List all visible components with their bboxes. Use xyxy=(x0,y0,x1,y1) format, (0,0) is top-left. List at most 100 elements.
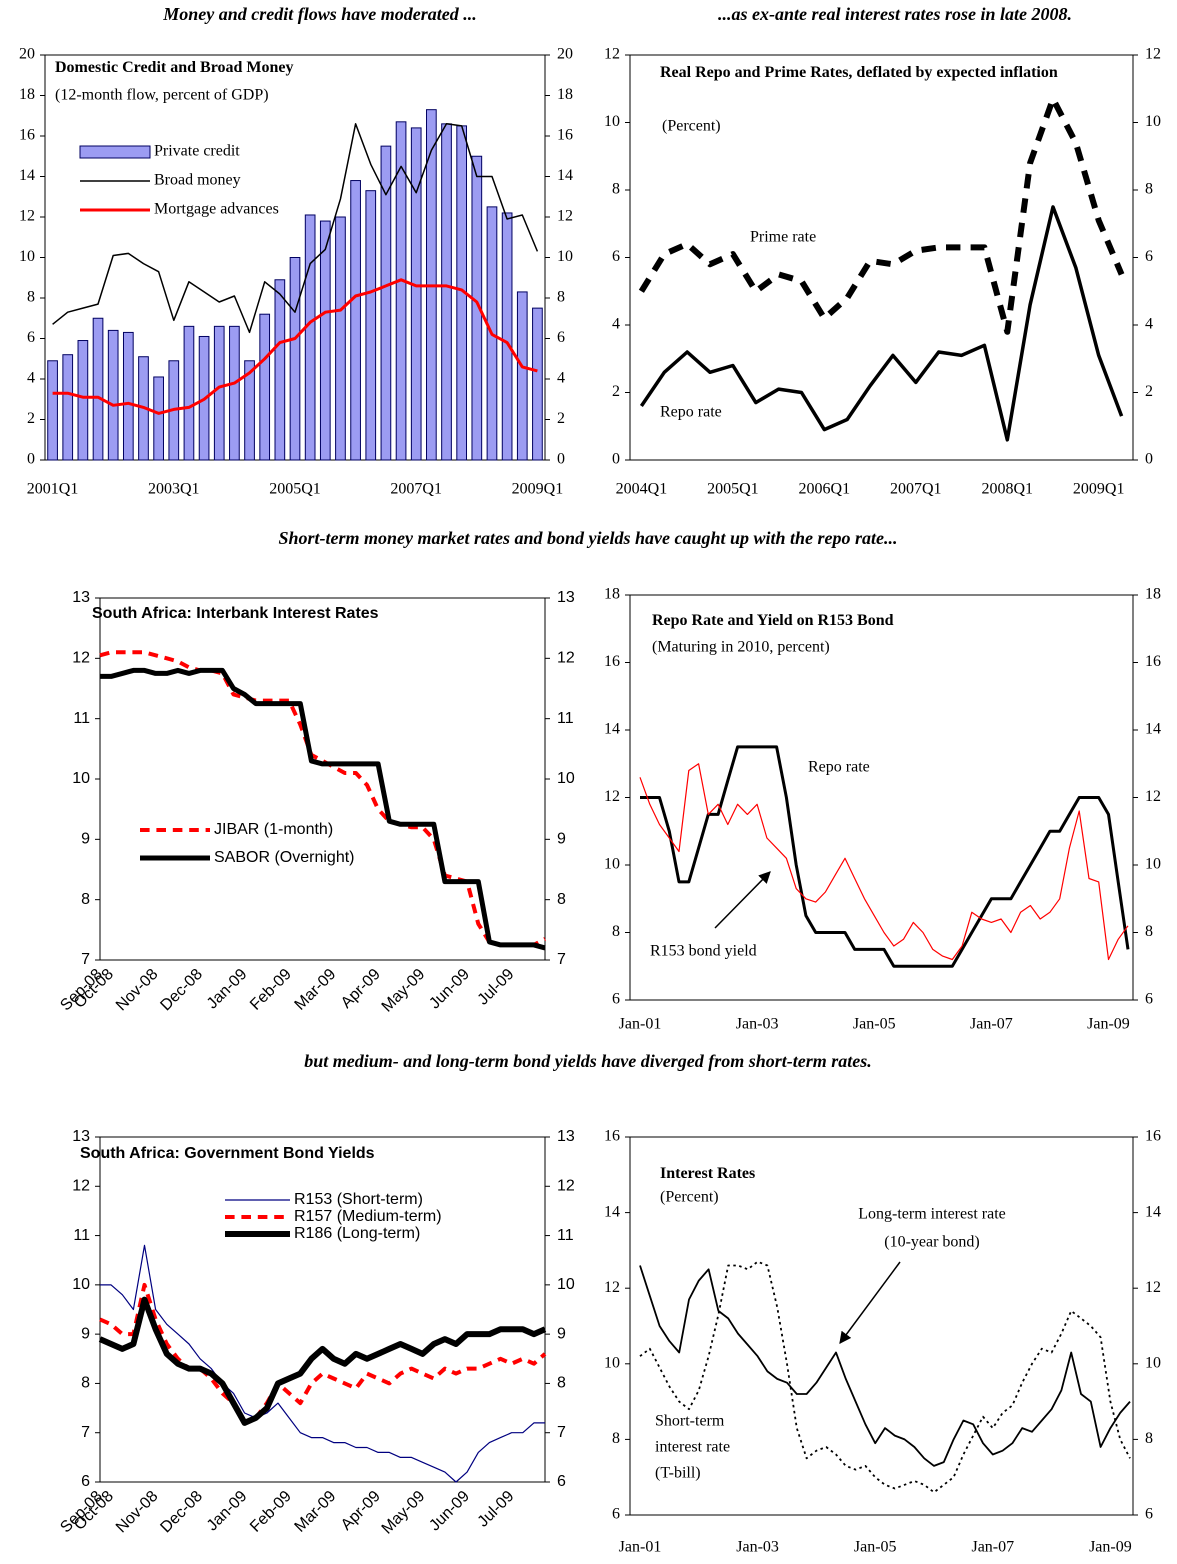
chart: 6 8 10 12 14 16 6 8 10 12 14 16 Jan-01 Jan-03 Jan-05 Ja… xyxy=(604,1128,1161,1556)
legend-label: Broad money xyxy=(154,172,241,189)
plot-frame xyxy=(629,54,1134,461)
y2-tick-label: 8 xyxy=(557,289,565,306)
y-tick-label: 8 xyxy=(612,923,620,940)
y-tick-label: 10 xyxy=(604,856,620,873)
y2-tick-label: 7 xyxy=(557,951,566,968)
y-tick-label: 10 xyxy=(19,248,35,265)
y2-tick-label: 16 xyxy=(1145,1128,1161,1145)
x-tick-label: May-09 xyxy=(379,1488,429,1538)
x-tick-label: Jan-09 xyxy=(204,966,251,1013)
x-tick-label: Jan-01 xyxy=(619,1539,662,1556)
x-tick-label: 2008Q1 xyxy=(981,481,1033,498)
y-tick-label: 12 xyxy=(604,1279,620,1296)
y-tick-label: 10 xyxy=(604,113,620,130)
y2-tick-label: 11 xyxy=(557,710,574,727)
y-tick-label: 8 xyxy=(81,891,90,908)
y-tick-label: 6 xyxy=(81,1473,90,1490)
y-tick-label: 4 xyxy=(612,316,620,333)
bar xyxy=(229,325,240,461)
legend-label: R157 (Medium-term) xyxy=(294,1208,442,1225)
x-tick-label: Dec-08 xyxy=(157,966,206,1015)
x-tick-label: Jan-09 xyxy=(1089,1539,1132,1556)
x-tick-label: Jan-09 xyxy=(204,1488,251,1535)
bar xyxy=(501,212,513,461)
line-series xyxy=(99,650,546,947)
y-tick-label: 7 xyxy=(81,1424,90,1441)
line-series xyxy=(639,205,1124,442)
y2-tick-label: 8 xyxy=(1145,923,1153,940)
y-tick-label: 14 xyxy=(604,1203,620,1220)
x-tick-label: May-09 xyxy=(379,966,429,1016)
x-tick-label: Jan-07 xyxy=(971,1539,1014,1556)
x-tick-label: Jan-05 xyxy=(853,1016,896,1033)
y-tick-label: 0 xyxy=(612,451,620,468)
x-tick-label: Jan-07 xyxy=(970,1016,1013,1033)
annotation: (10-year bond) xyxy=(884,1234,980,1251)
y-tick-label: 6 xyxy=(612,1506,620,1523)
x-tick-label: Feb-09 xyxy=(247,966,295,1014)
y-tick-label: 11 xyxy=(73,710,90,727)
bar xyxy=(213,325,225,461)
annotation: Repo rate xyxy=(808,759,870,776)
chart-title: South Africa: Government Bond Yields xyxy=(80,1145,375,1162)
y-tick-label: 8 xyxy=(27,289,35,306)
y-tick-label: 2 xyxy=(27,410,35,427)
y-tick-label: 10 xyxy=(72,770,90,787)
y2-tick-label: 8 xyxy=(557,891,566,908)
y2-tick-label: 6 xyxy=(557,329,565,346)
y2-tick-label: 12 xyxy=(1145,788,1161,805)
legend-swatch xyxy=(79,145,151,159)
y2-tick-label: 8 xyxy=(1145,181,1153,198)
x-tick-label: 2003Q1 xyxy=(148,481,200,498)
x-tick-label: 2005Q1 xyxy=(707,481,759,498)
bar xyxy=(516,291,528,461)
x-tick-label: 2007Q1 xyxy=(890,481,942,498)
plot-frame xyxy=(629,1136,1134,1516)
y2-tick-label: 6 xyxy=(557,1473,566,1490)
chart: 7891011121378910111213Sep-08Oct-08Nov-08… xyxy=(57,589,575,1015)
section-caption: but medium- and long-term bond yields ha… xyxy=(304,1051,872,1071)
annotation: interest rate xyxy=(655,1439,730,1456)
section-caption: ...as ex-ante real interest rates rose i… xyxy=(718,4,1072,24)
y-tick-label: 12 xyxy=(604,788,620,805)
line-series xyxy=(99,1282,547,1425)
x-tick-label: 2009Q1 xyxy=(512,481,564,498)
y2-tick-label: 18 xyxy=(1145,586,1161,603)
y-tick-label: 10 xyxy=(604,1354,620,1371)
bar xyxy=(471,155,483,461)
y2-tick-label: 2 xyxy=(1145,383,1153,400)
y2-tick-label: 6 xyxy=(1145,1506,1153,1523)
x-tick-label: 2005Q1 xyxy=(269,481,321,498)
y2-tick-label: 13 xyxy=(557,589,575,606)
chart-title: Domestic Credit and Broad Money xyxy=(55,59,294,76)
y-tick-label: 9 xyxy=(81,831,90,848)
y-tick-label: 16 xyxy=(19,127,35,144)
bar xyxy=(380,145,392,461)
y-tick-label: 12 xyxy=(604,46,620,63)
y2-tick-label: 13 xyxy=(557,1128,575,1145)
y-tick-label: 10 xyxy=(72,1276,90,1293)
y2-tick-label: 16 xyxy=(1145,653,1161,670)
chart-title: South Africa: Interbank Interest Rates xyxy=(92,605,379,622)
x-tick-label: Jan-09 xyxy=(1087,1016,1130,1033)
y2-tick-label: 10 xyxy=(1145,856,1161,873)
chart-title-box: South Africa: Government Bond Yields xyxy=(80,1145,375,1162)
bar xyxy=(153,376,164,461)
bar xyxy=(107,329,119,461)
chart-subtitle: (Percent) xyxy=(662,118,721,135)
y2-tick-label: 2 xyxy=(557,410,565,427)
legend-label: SABOR (Overnight) xyxy=(214,849,354,866)
y-tick-label: 0 xyxy=(27,451,35,468)
bar xyxy=(441,123,452,461)
x-tick-label: 2009Q1 xyxy=(1073,481,1125,498)
y-tick-label: 6 xyxy=(27,329,35,346)
line-series xyxy=(52,123,539,334)
line-series xyxy=(100,667,546,951)
x-tick-label: Nov-08 xyxy=(113,966,162,1015)
y2-tick-label: 0 xyxy=(557,451,565,468)
bar xyxy=(289,257,301,461)
y-tick-label: 2 xyxy=(612,383,620,400)
x-tick-label: 2006Q1 xyxy=(799,481,851,498)
y-tick-label: 14 xyxy=(604,721,620,738)
